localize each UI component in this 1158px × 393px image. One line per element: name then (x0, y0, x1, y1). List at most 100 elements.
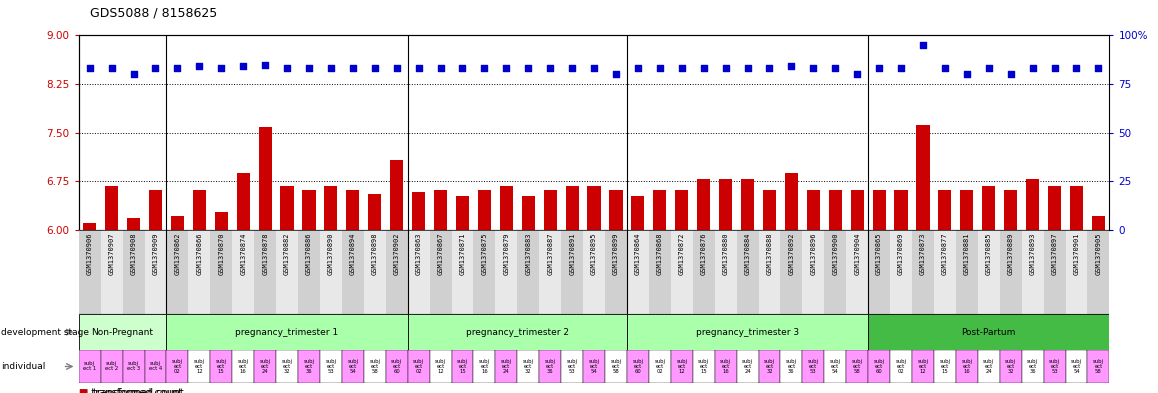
Bar (386, 230, 408, 314)
Bar (780, 350, 802, 383)
Bar (802, 230, 824, 314)
Bar (298, 230, 320, 314)
Bar (127, 218, 140, 230)
Point (366, 65, 384, 72)
Bar (496, 350, 518, 383)
Point (870, 65, 888, 72)
Text: GSM1370890: GSM1370890 (328, 232, 334, 275)
Bar (736, 350, 758, 383)
Bar (846, 230, 868, 314)
Text: GSM1370883: GSM1370883 (526, 232, 532, 275)
Text: subj
ect
36: subj ect 36 (786, 359, 797, 374)
Bar (960, 190, 974, 230)
Text: GDS5088 / 8158625: GDS5088 / 8158625 (90, 7, 218, 20)
Bar (452, 350, 474, 383)
Text: subj
ect
16: subj ect 16 (961, 359, 973, 374)
Text: GSM1370862: GSM1370862 (175, 232, 181, 275)
Text: GSM1370889: GSM1370889 (1007, 232, 1013, 275)
Bar (101, 350, 123, 383)
Bar (105, 186, 118, 230)
Text: GSM1370868: GSM1370868 (657, 232, 662, 275)
Bar (955, 350, 977, 383)
Text: GSM1370875: GSM1370875 (482, 232, 488, 275)
Point (673, 65, 691, 72)
Text: ■: ■ (79, 388, 91, 393)
Bar (236, 173, 250, 230)
Bar (145, 230, 167, 314)
Text: GSM1370866: GSM1370866 (197, 232, 203, 275)
Bar (1065, 230, 1087, 314)
Text: subj
ect
12: subj ect 12 (676, 359, 687, 374)
Text: GSM1370867: GSM1370867 (438, 232, 444, 275)
Bar (868, 230, 891, 314)
Bar (298, 350, 320, 383)
Bar (670, 350, 692, 383)
Bar (824, 350, 846, 383)
Bar (719, 179, 732, 230)
Text: subj
ect
12: subj ect 12 (435, 359, 446, 374)
Bar (474, 230, 496, 314)
Text: subj
ect
24: subj ect 24 (259, 359, 271, 374)
Bar (189, 350, 211, 383)
Bar (916, 125, 930, 230)
Point (168, 65, 186, 72)
Text: subj
ect
02: subj ect 02 (171, 359, 183, 374)
Bar (123, 350, 145, 383)
Bar (412, 192, 425, 230)
Text: subj
ect
15: subj ect 15 (939, 359, 951, 374)
Text: subj
ect
36: subj ect 36 (303, 359, 315, 374)
Bar (648, 350, 670, 383)
Bar (802, 350, 824, 383)
Bar (171, 216, 184, 230)
Bar (390, 160, 403, 230)
Bar (670, 230, 692, 314)
Bar (430, 350, 452, 383)
Bar (604, 350, 626, 383)
Bar (167, 350, 189, 383)
Bar (829, 190, 842, 230)
Bar (1021, 350, 1043, 383)
Bar (167, 314, 408, 350)
Text: GSM1370892: GSM1370892 (789, 232, 794, 275)
Bar (211, 350, 233, 383)
Bar (1065, 350, 1087, 383)
Bar (891, 230, 913, 314)
Text: GSM1370886: GSM1370886 (306, 232, 312, 275)
Text: subj
ect
58: subj ect 58 (1093, 359, 1104, 374)
Bar (913, 350, 935, 383)
Text: GSM1370863: GSM1370863 (416, 232, 422, 275)
Bar (1087, 230, 1109, 314)
Point (936, 65, 954, 72)
Text: subj
ect
12: subj ect 12 (917, 359, 929, 374)
Bar (79, 230, 101, 314)
Bar (584, 230, 604, 314)
Bar (320, 350, 342, 383)
Text: subj
ect
15: subj ect 15 (457, 359, 468, 374)
Bar (324, 186, 337, 230)
Text: subj
ect 4: subj ect 4 (149, 362, 162, 371)
Text: subj
ect 1: subj ect 1 (83, 362, 96, 371)
Point (388, 65, 406, 72)
Text: GSM1370907: GSM1370907 (109, 232, 115, 275)
Bar (999, 230, 1021, 314)
Point (782, 63, 800, 70)
Point (760, 65, 778, 72)
Bar (758, 230, 780, 314)
Bar (214, 212, 228, 230)
Bar (999, 350, 1021, 383)
Point (717, 65, 735, 72)
Bar (955, 230, 977, 314)
Point (322, 65, 340, 72)
Bar (868, 314, 1109, 350)
Text: subj
ect
36: subj ect 36 (1027, 359, 1038, 374)
Bar (496, 230, 518, 314)
Bar (846, 350, 868, 383)
Point (695, 65, 713, 72)
Point (344, 65, 362, 72)
Point (80, 65, 98, 72)
Text: subj
ect
16: subj ect 16 (237, 359, 249, 374)
Point (1002, 71, 1020, 77)
Text: GSM1370876: GSM1370876 (701, 232, 706, 275)
Bar (763, 190, 776, 230)
Text: GSM1370900: GSM1370900 (833, 232, 838, 275)
